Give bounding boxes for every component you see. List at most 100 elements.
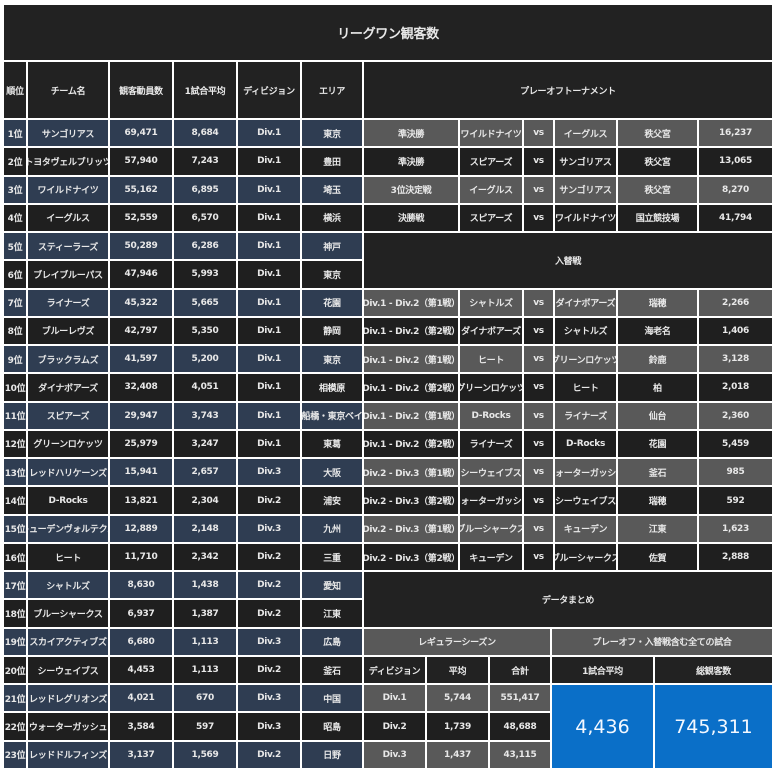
match-vs-cell: vs xyxy=(524,317,553,345)
standings-average-cell: 5,993 xyxy=(174,261,236,288)
standings-division-cell: Div.2 xyxy=(238,600,300,627)
match-vs-cell: vs xyxy=(524,515,553,542)
summary-total-cell: 43,115 xyxy=(490,741,550,768)
header-playoff: プレーオフトーナメント xyxy=(364,62,772,118)
standings-area-cell: 昭島 xyxy=(302,713,362,740)
standings-attendance-cell: 41,597 xyxy=(110,346,172,373)
standings-team-cell: シャトルズ xyxy=(28,572,108,599)
match-attendance-cell: 41,794 xyxy=(699,204,772,232)
summary-col-average: 平均 xyxy=(427,656,488,684)
standings-team-cell: ウォーターガッシュ xyxy=(28,713,108,740)
standings-rank-cell: 2位 xyxy=(4,148,26,175)
standings-rank-cell: 13位 xyxy=(4,459,26,486)
match-home-cell: ブルーシャークス xyxy=(460,515,522,542)
match-away-cell: サンゴリアス xyxy=(555,148,616,175)
page-title: リーグワン観客数 xyxy=(4,5,772,60)
standings-team-cell: キューデンヴォルテクス xyxy=(28,515,108,542)
match-venue-cell: 国立競技場 xyxy=(618,204,697,232)
standings-rank-cell: 16位 xyxy=(4,543,26,571)
match-vs-cell: vs xyxy=(524,430,553,458)
standings-attendance-cell: 11,710 xyxy=(110,543,172,571)
match-home-cell: D-Rocks xyxy=(460,402,522,429)
standings-area-cell: 相模原 xyxy=(302,374,362,401)
header-division: ディビジョン xyxy=(238,62,300,118)
match-vs-cell: vs xyxy=(524,543,553,571)
standings-division-cell: Div.1 xyxy=(238,346,300,373)
match-stage-cell: 決勝戦 xyxy=(364,204,458,232)
standings-division-cell: Div.2 xyxy=(238,741,300,768)
header-attendance: 観客動員数 xyxy=(110,62,172,118)
match-attendance-cell: 16,237 xyxy=(699,120,772,147)
standings-area-cell: 日野 xyxy=(302,741,362,768)
standings-area-cell: 埼玉 xyxy=(302,176,362,203)
standings-team-cell: グリーンロケッツ xyxy=(28,430,108,458)
standings-area-cell: 東京 xyxy=(302,261,362,288)
standings-area-cell: 中国 xyxy=(302,685,362,712)
standings-team-cell: レッドハリケーンズ xyxy=(28,459,108,486)
standings-average-cell: 670 xyxy=(174,685,236,712)
standings-rank-cell: 15位 xyxy=(4,515,26,542)
standings-attendance-cell: 3,137 xyxy=(110,741,172,768)
match-stage-cell: 準決勝 xyxy=(364,120,458,147)
standings-team-cell: サンゴリアス xyxy=(28,120,108,147)
match-stage-cell: 準決勝 xyxy=(364,148,458,175)
match-home-cell: スピアーズ xyxy=(460,204,522,232)
match-attendance-cell: 2,266 xyxy=(699,289,772,316)
standings-area-cell: 静岡 xyxy=(302,317,362,345)
header-rank: 順位 xyxy=(4,62,26,118)
match-attendance-cell: 2,888 xyxy=(699,543,772,571)
standings-team-cell: スピアーズ xyxy=(28,402,108,429)
standings-average-cell: 2,148 xyxy=(174,515,236,542)
summary-section-title: データまとめ xyxy=(364,572,772,627)
standings-division-cell: Div.3 xyxy=(238,628,300,655)
standings-area-cell: 横浜 xyxy=(302,204,362,232)
match-attendance-cell: 1,406 xyxy=(699,317,772,345)
standings-rank-cell: 21位 xyxy=(4,685,26,712)
standings-area-cell: 釜石 xyxy=(302,656,362,684)
match-home-cell: スピアーズ xyxy=(460,148,522,175)
match-attendance-cell: 3,128 xyxy=(699,346,772,373)
match-venue-cell: 佐賀 xyxy=(618,543,697,571)
standings-division-cell: Div.1 xyxy=(238,176,300,203)
match-home-cell: シーウェイブス xyxy=(460,459,522,486)
standings-average-cell: 597 xyxy=(174,713,236,740)
standings-average-cell: 5,665 xyxy=(174,289,236,316)
summary-col-all-total: 総観客数 xyxy=(655,656,772,684)
summary-division-cell: Div.1 xyxy=(364,685,425,712)
match-home-cell: シャトルズ xyxy=(460,289,522,316)
standings-attendance-cell: 12,889 xyxy=(110,515,172,542)
summary-average-cell: 1,739 xyxy=(427,713,488,740)
standings-division-cell: Div.1 xyxy=(238,261,300,288)
standings-average-cell: 2,342 xyxy=(174,543,236,571)
standings-area-cell: 三重 xyxy=(302,543,362,571)
match-vs-cell: vs xyxy=(524,176,553,203)
standings-attendance-cell: 13,821 xyxy=(110,487,172,514)
standings-division-cell: Div.2 xyxy=(238,656,300,684)
standings-rank-cell: 3位 xyxy=(4,176,26,203)
standings-rank-cell: 1位 xyxy=(4,120,26,147)
match-home-cell: ヒート xyxy=(460,346,522,373)
match-attendance-cell: 8,270 xyxy=(699,176,772,203)
standings-attendance-cell: 45,322 xyxy=(110,289,172,316)
standings-division-cell: Div.1 xyxy=(238,374,300,401)
match-venue-cell: 秩父宮 xyxy=(618,148,697,175)
match-venue-cell: 瑞穂 xyxy=(618,289,697,316)
standings-average-cell: 1,387 xyxy=(174,600,236,627)
standings-team-cell: D-Rocks xyxy=(28,487,108,514)
standings-attendance-cell: 15,941 xyxy=(110,459,172,486)
standings-attendance-cell: 8,630 xyxy=(110,572,172,599)
match-home-cell: イーグルス xyxy=(460,176,522,203)
standings-division-cell: Div.3 xyxy=(238,515,300,542)
standings-average-cell: 6,895 xyxy=(174,176,236,203)
standings-rank-cell: 22位 xyxy=(4,713,26,740)
summary-average-cell: 5,744 xyxy=(427,685,488,712)
standings-team-cell: レッドドルフィンズ xyxy=(28,741,108,768)
match-venue-cell: 柏 xyxy=(618,374,697,401)
match-vs-cell: vs xyxy=(524,459,553,486)
standings-average-cell: 1,438 xyxy=(174,572,236,599)
standings-average-cell: 1,113 xyxy=(174,656,236,684)
standings-team-cell: ワイルドナイツ xyxy=(28,176,108,203)
summary-col-division: ディビジョン xyxy=(364,656,425,684)
standings-average-cell: 2,657 xyxy=(174,459,236,486)
standings-team-cell: スティーラーズ xyxy=(28,233,108,260)
